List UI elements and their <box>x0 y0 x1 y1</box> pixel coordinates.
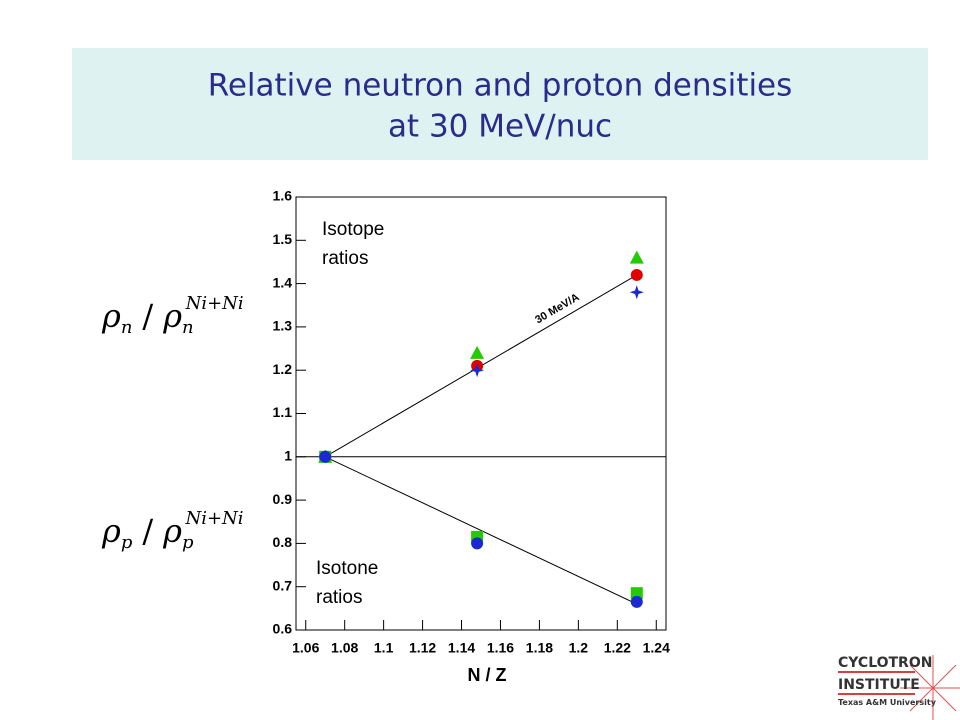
point <box>470 363 485 378</box>
annotation: Isotope <box>322 219 384 240</box>
neutron-label: ρn / ρnNi+Ni <box>101 293 244 338</box>
subscript: p <box>121 532 133 553</box>
point <box>630 587 643 600</box>
separator: / <box>142 297 153 335</box>
proton-label: ρp / ρpNi+Ni <box>101 508 244 553</box>
separator: / <box>142 512 153 550</box>
symbol: ρ <box>101 297 121 335</box>
y-tick-label: 0.9 <box>273 491 293 507</box>
annotation: Isotone <box>316 558 378 579</box>
y-tick-label: 0.7 <box>273 577 293 593</box>
y-tick-label: 1.2 <box>273 361 293 377</box>
annotation: ratios <box>322 248 368 269</box>
point <box>629 250 644 264</box>
x-tick-label: 1.22 <box>604 640 631 656</box>
subscript: p <box>182 532 194 553</box>
point <box>470 345 485 359</box>
title-box <box>72 48 928 160</box>
x-tick-label: 1.2 <box>569 640 589 656</box>
y-tick-label: 1.6 <box>273 188 293 204</box>
annotation: ratios <box>316 587 362 608</box>
point <box>630 595 643 608</box>
y-tick-label: 1.3 <box>273 318 293 334</box>
slide-title: at 30 MeV/nuc <box>388 109 612 145</box>
point <box>319 450 332 463</box>
superscript: Ni+Ni <box>185 293 244 314</box>
y-tick-label: 1 <box>284 448 292 464</box>
logo-text: Texas A&M University <box>838 698 937 707</box>
slide-title: Relative neutron and proton densities <box>208 68 793 104</box>
logo-text: INSTITUTE <box>838 677 920 693</box>
y-tick-label: 1.4 <box>273 274 293 290</box>
x-tick-label: 1.18 <box>526 640 553 656</box>
x-tick-label: 1.24 <box>643 640 670 656</box>
point <box>629 285 644 300</box>
logo: CYCLOTRON INSTITUTE Texas A&M University <box>838 655 960 720</box>
x-tick-label: 1.1 <box>374 640 394 656</box>
symbol: ρ <box>162 512 182 550</box>
fit-line <box>324 456 638 605</box>
superscript: Ni+Ni <box>184 508 243 529</box>
subscript: n <box>121 317 133 338</box>
x-tick-label: 1.14 <box>448 640 475 656</box>
y-tick-label: 1.5 <box>273 231 293 247</box>
y-tick-label: 0.8 <box>273 534 293 550</box>
x-tick-label: 1.08 <box>331 640 358 656</box>
subscript: n <box>182 317 194 338</box>
logo-burst <box>900 655 960 720</box>
x-tick-label: 1.06 <box>292 640 319 656</box>
point <box>630 268 643 281</box>
y-tick-label: 1.1 <box>273 404 293 420</box>
symbol: ρ <box>101 512 121 550</box>
x-tick-label: 1.12 <box>409 640 436 656</box>
point <box>471 537 484 550</box>
x-axis-title: N / Z <box>468 665 507 685</box>
symbol: ρ <box>162 297 182 335</box>
x-tick-label: 1.16 <box>487 640 514 656</box>
logo-text: CYCLOTRON <box>838 655 932 671</box>
y-tick-label: 0.6 <box>273 621 293 637</box>
